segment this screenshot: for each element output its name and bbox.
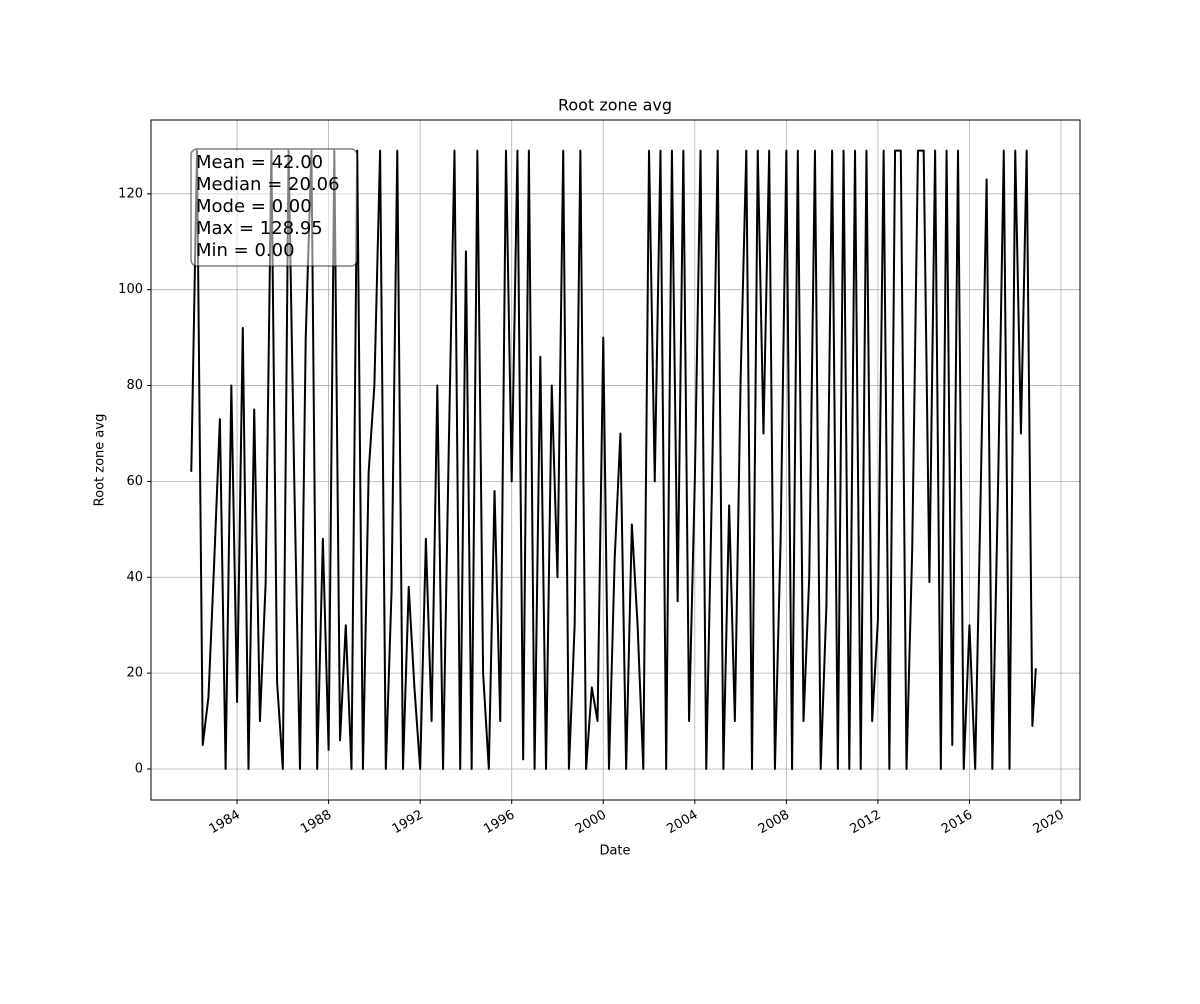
x-tick-label: 2008 (756, 808, 792, 838)
data-line (190, 149, 1037, 770)
x-tick-label: 1984 (207, 808, 243, 838)
x-tick-label: 2004 (664, 808, 700, 838)
y-tick-label: 0 (135, 761, 143, 776)
stats-text: Mean = 42.00 (196, 152, 323, 173)
x-tick-label: 2000 (573, 808, 609, 838)
x-tick-label: 2016 (939, 808, 975, 838)
y-tick-label: 20 (126, 666, 143, 681)
x-tick-label: 2012 (847, 808, 883, 838)
y-tick-label: 80 (126, 378, 143, 393)
stats-text: Max = 128.95 (196, 218, 323, 239)
x-tick-label: 1988 (298, 808, 334, 838)
x-tick-label: 1996 (481, 808, 517, 838)
stats-text: Mode = 0.00 (196, 196, 312, 217)
x-tick-label: 2020 (1031, 808, 1067, 838)
y-axis-label: Root zone avg (93, 414, 108, 507)
y-tick-label: 60 (126, 474, 143, 489)
stats-text: Median = 20.06 (196, 174, 340, 195)
y-tick-label: 100 (118, 282, 143, 297)
x-tick-label: 1992 (390, 808, 426, 838)
chart-title: Root zone avg (558, 96, 672, 115)
y-tick-label: 40 (126, 570, 143, 585)
y-tick-label: 120 (118, 186, 143, 201)
stats-box (190, 148, 358, 267)
stats-text: Min = 0.00 (196, 240, 295, 261)
x-axis-label: Date (599, 844, 630, 859)
plot-frame (150, 119, 1081, 801)
